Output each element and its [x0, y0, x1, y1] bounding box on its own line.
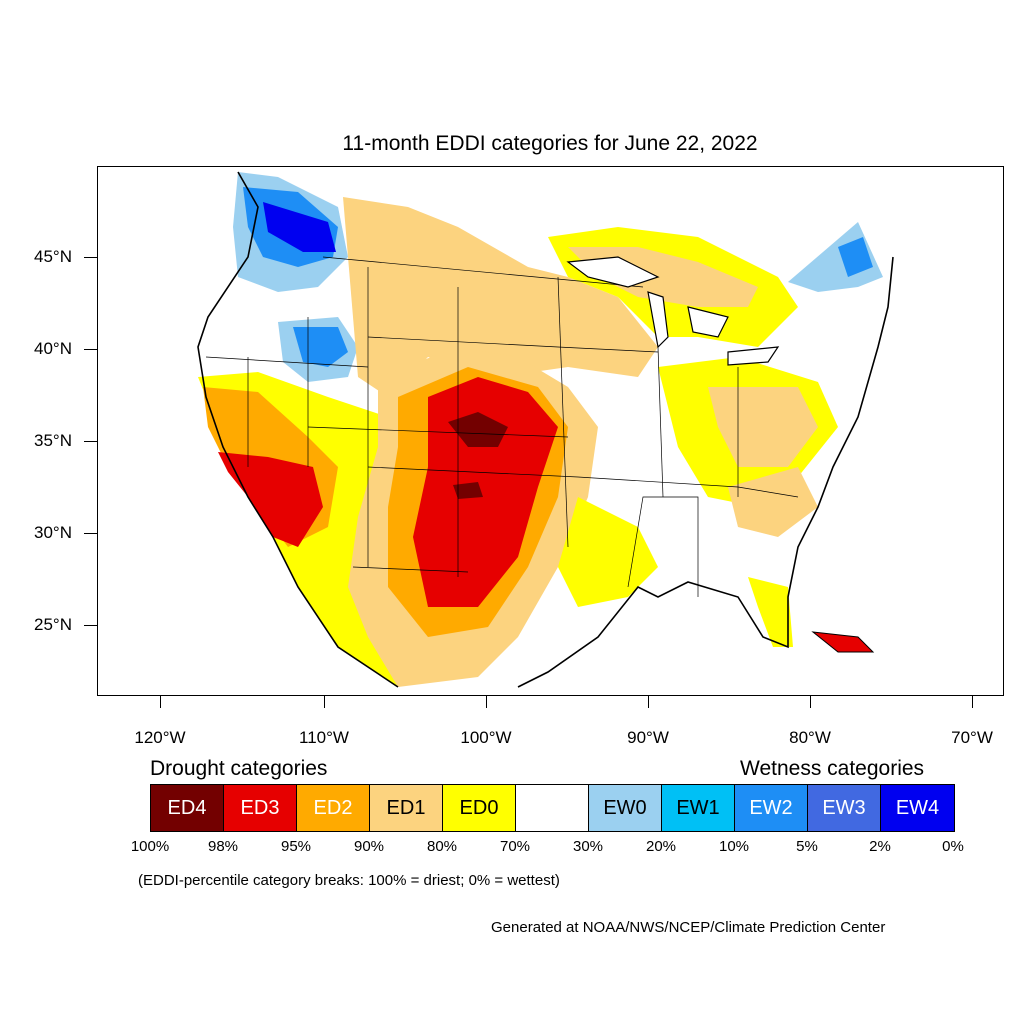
legend-break-label: 30%: [572, 838, 604, 855]
legend-swatch-ed2: ED2: [297, 785, 370, 831]
legend-swatch-ew0: EW0: [589, 785, 662, 831]
legend-break-label: 0%: [942, 838, 964, 855]
x-axis-label: 110°W: [299, 728, 349, 747]
state-borders: [205, 256, 799, 597]
dry-area-carolinas: [728, 467, 818, 537]
caribbean-islands: [811, 631, 875, 653]
coastline: [197, 171, 894, 688]
legend-swatch-ew1: EW1: [662, 785, 735, 831]
x-tick: [324, 696, 325, 708]
x-axis-label: 90°W: [627, 728, 669, 747]
y-axis-label: 40°N: [34, 339, 72, 358]
legend-swatch-ew4: EW4: [881, 785, 954, 831]
credit-text: Generated at NOAA/NWS/NCEP/Climate Predi…: [491, 919, 886, 936]
legend-swatch-ed4: ED4: [151, 785, 224, 831]
drought-plains-ed3: [413, 377, 558, 607]
y-axis-label: 45°N: [34, 247, 72, 266]
legend-break-label: 95%: [280, 838, 312, 855]
x-tick: [486, 696, 487, 708]
drought-sw-ed3: [218, 452, 323, 547]
y-tick: [84, 625, 97, 626]
legend-break-label: 5%: [796, 838, 818, 855]
legend-swatch-ew2: EW2: [735, 785, 808, 831]
legend-break-label: 70%: [499, 838, 531, 855]
legend-swatch-ed1: ED1: [370, 785, 443, 831]
great-lakes-outline: [566, 256, 780, 366]
dry-area-gulf: [558, 497, 658, 607]
y-axis-label: 25°N: [34, 615, 72, 634]
legend-break-label: 20%: [645, 838, 677, 855]
legend-break-label: 2%: [869, 838, 891, 855]
map-title: 11-month EDDI categories for June 22, 20…: [342, 132, 758, 155]
drought-categories-heading: Drought categories: [150, 757, 328, 780]
y-axis-label: 30°N: [34, 523, 72, 542]
x-axis-label: 100°W: [460, 728, 512, 747]
wet-area-pnw-max: [263, 202, 336, 252]
legend-swatch-ed3: ED3: [224, 785, 297, 831]
x-tick: [648, 696, 649, 708]
dry-area-appalachia: [708, 387, 818, 467]
x-axis-label: 70°W: [951, 728, 993, 747]
drought-plains-ed4-south: [453, 482, 483, 499]
dry-area-florida: [748, 577, 793, 647]
dry-area-north: [343, 197, 658, 397]
y-tick: [84, 441, 97, 442]
category-breaks-note: (EDDI-percentile category breaks: 100% =…: [138, 872, 560, 889]
map-panel: [97, 166, 1004, 696]
x-tick: [810, 696, 811, 708]
y-tick: [84, 533, 97, 534]
legend-break-label: 100%: [130, 838, 170, 855]
legend-break-label: 98%: [207, 838, 239, 855]
legend-color-bar: ED4 ED3 ED2 ED1 ED0 EW0 EW1 EW2 EW3 EW4: [150, 784, 955, 832]
legend-swatch-near-normal: [516, 785, 589, 831]
wet-area-idaho-core: [293, 327, 348, 367]
wet-area-northeast-core: [838, 237, 873, 277]
legend-swatch-ed0: ED0: [443, 785, 516, 831]
wetness-categories-heading: Wetness categories: [740, 757, 925, 780]
drought-plains-ed4: [448, 412, 508, 447]
y-tick: [84, 257, 97, 258]
legend-break-label: 10%: [718, 838, 750, 855]
legend-swatch-ew3: EW3: [808, 785, 881, 831]
y-axis-label: 35°N: [34, 431, 72, 450]
x-axis-label: 120°W: [134, 728, 186, 747]
legend-break-label: 90%: [353, 838, 385, 855]
x-tick: [972, 696, 973, 708]
x-axis-label: 80°W: [789, 728, 831, 747]
legend-break-label: 80%: [426, 838, 458, 855]
eddi-map: [197, 171, 894, 692]
x-tick: [160, 696, 161, 708]
y-tick: [84, 349, 97, 350]
